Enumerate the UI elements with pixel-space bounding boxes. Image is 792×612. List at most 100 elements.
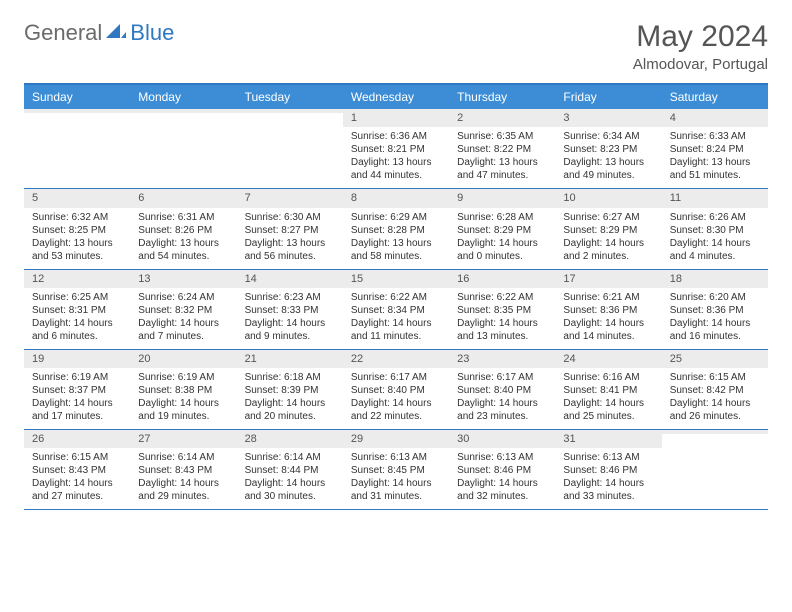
daylight-line-1: Daylight: 13 hours (351, 156, 441, 169)
day-details: Sunrise: 6:24 AMSunset: 8:32 PMDaylight:… (130, 288, 236, 349)
week-row: 19Sunrise: 6:19 AMSunset: 8:37 PMDayligh… (24, 350, 768, 430)
daylight-line-1: Daylight: 14 hours (457, 477, 547, 490)
day-number: 20 (130, 350, 236, 368)
sunset-line: Sunset: 8:29 PM (563, 224, 653, 237)
weeks-container: 1Sunrise: 6:36 AMSunset: 8:21 PMDaylight… (24, 109, 768, 510)
daylight-line-1: Daylight: 14 hours (32, 317, 122, 330)
daylight-line-1: Daylight: 13 hours (670, 156, 760, 169)
sunset-line: Sunset: 8:25 PM (32, 224, 122, 237)
daylight-line-1: Daylight: 14 hours (32, 477, 122, 490)
header: General Blue May 2024 Almodovar, Portuga… (24, 20, 768, 73)
daylight-line-2: and 14 minutes. (563, 330, 653, 343)
sunset-line: Sunset: 8:46 PM (457, 464, 547, 477)
day-header: Sunday (24, 85, 130, 109)
sunrise-line: Sunrise: 6:13 AM (351, 451, 441, 464)
day-number: 15 (343, 270, 449, 288)
sunset-line: Sunset: 8:40 PM (457, 384, 547, 397)
day-header: Monday (130, 85, 236, 109)
sunrise-line: Sunrise: 6:31 AM (138, 211, 228, 224)
day-cell: 1Sunrise: 6:36 AMSunset: 8:21 PMDaylight… (343, 109, 449, 188)
day-cell: 16Sunrise: 6:22 AMSunset: 8:35 PMDayligh… (449, 270, 555, 349)
daylight-line-1: Daylight: 14 hours (563, 397, 653, 410)
sunset-line: Sunset: 8:28 PM (351, 224, 441, 237)
sunrise-line: Sunrise: 6:15 AM (32, 451, 122, 464)
day-details: Sunrise: 6:36 AMSunset: 8:21 PMDaylight:… (343, 127, 449, 188)
day-cell: 21Sunrise: 6:18 AMSunset: 8:39 PMDayligh… (237, 350, 343, 429)
day-details: Sunrise: 6:13 AMSunset: 8:46 PMDaylight:… (449, 448, 555, 509)
sunset-line: Sunset: 8:36 PM (563, 304, 653, 317)
week-row: 26Sunrise: 6:15 AMSunset: 8:43 PMDayligh… (24, 430, 768, 510)
calendar-page: General Blue May 2024 Almodovar, Portuga… (0, 0, 792, 530)
day-details (24, 113, 130, 171)
daylight-line-2: and 32 minutes. (457, 490, 547, 503)
calendar: Sunday Monday Tuesday Wednesday Thursday… (24, 83, 768, 510)
day-number: 23 (449, 350, 555, 368)
day-cell: 24Sunrise: 6:16 AMSunset: 8:41 PMDayligh… (555, 350, 661, 429)
day-number: 31 (555, 430, 661, 448)
day-header: Wednesday (343, 85, 449, 109)
day-cell: 31Sunrise: 6:13 AMSunset: 8:46 PMDayligh… (555, 430, 661, 509)
sunrise-line: Sunrise: 6:13 AM (563, 451, 653, 464)
day-number: 12 (24, 270, 130, 288)
daylight-line-1: Daylight: 14 hours (351, 477, 441, 490)
day-header: Friday (555, 85, 661, 109)
sunrise-line: Sunrise: 6:25 AM (32, 291, 122, 304)
daylight-line-1: Daylight: 14 hours (670, 237, 760, 250)
daylight-line-1: Daylight: 14 hours (351, 317, 441, 330)
logo-text-general: General (24, 20, 102, 46)
day-number: 24 (555, 350, 661, 368)
day-header-row: Sunday Monday Tuesday Wednesday Thursday… (24, 85, 768, 109)
day-number: 11 (662, 189, 768, 207)
day-number: 6 (130, 189, 236, 207)
daylight-line-1: Daylight: 14 hours (138, 477, 228, 490)
day-number: 22 (343, 350, 449, 368)
daylight-line-1: Daylight: 14 hours (138, 317, 228, 330)
daylight-line-1: Daylight: 14 hours (670, 397, 760, 410)
daylight-line-2: and 17 minutes. (32, 410, 122, 423)
day-number: 18 (662, 270, 768, 288)
sunrise-line: Sunrise: 6:14 AM (245, 451, 335, 464)
daylight-line-2: and 0 minutes. (457, 250, 547, 263)
day-details: Sunrise: 6:14 AMSunset: 8:43 PMDaylight:… (130, 448, 236, 509)
daylight-line-1: Daylight: 14 hours (32, 397, 122, 410)
sunrise-line: Sunrise: 6:19 AM (32, 371, 122, 384)
day-number: 9 (449, 189, 555, 207)
daylight-line-2: and 51 minutes. (670, 169, 760, 182)
sunrise-line: Sunrise: 6:27 AM (563, 211, 653, 224)
day-details: Sunrise: 6:30 AMSunset: 8:27 PMDaylight:… (237, 208, 343, 269)
sunset-line: Sunset: 8:29 PM (457, 224, 547, 237)
day-cell (237, 109, 343, 188)
day-cell: 19Sunrise: 6:19 AMSunset: 8:37 PMDayligh… (24, 350, 130, 429)
day-cell: 20Sunrise: 6:19 AMSunset: 8:38 PMDayligh… (130, 350, 236, 429)
daylight-line-1: Daylight: 14 hours (457, 237, 547, 250)
daylight-line-1: Daylight: 14 hours (351, 397, 441, 410)
day-number: 30 (449, 430, 555, 448)
daylight-line-2: and 49 minutes. (563, 169, 653, 182)
sunrise-line: Sunrise: 6:24 AM (138, 291, 228, 304)
sunset-line: Sunset: 8:41 PM (563, 384, 653, 397)
sunset-line: Sunset: 8:32 PM (138, 304, 228, 317)
day-number: 21 (237, 350, 343, 368)
day-details: Sunrise: 6:20 AMSunset: 8:36 PMDaylight:… (662, 288, 768, 349)
day-details: Sunrise: 6:22 AMSunset: 8:35 PMDaylight:… (449, 288, 555, 349)
day-header: Saturday (662, 85, 768, 109)
day-cell: 9Sunrise: 6:28 AMSunset: 8:29 PMDaylight… (449, 189, 555, 268)
day-cell: 13Sunrise: 6:24 AMSunset: 8:32 PMDayligh… (130, 270, 236, 349)
daylight-line-2: and 33 minutes. (563, 490, 653, 503)
day-cell: 30Sunrise: 6:13 AMSunset: 8:46 PMDayligh… (449, 430, 555, 509)
day-cell: 25Sunrise: 6:15 AMSunset: 8:42 PMDayligh… (662, 350, 768, 429)
day-number: 4 (662, 109, 768, 127)
day-details: Sunrise: 6:23 AMSunset: 8:33 PMDaylight:… (237, 288, 343, 349)
day-details: Sunrise: 6:15 AMSunset: 8:43 PMDaylight:… (24, 448, 130, 509)
day-cell: 6Sunrise: 6:31 AMSunset: 8:26 PMDaylight… (130, 189, 236, 268)
sunset-line: Sunset: 8:40 PM (351, 384, 441, 397)
sunset-line: Sunset: 8:24 PM (670, 143, 760, 156)
day-details: Sunrise: 6:19 AMSunset: 8:38 PMDaylight:… (130, 368, 236, 429)
sunrise-line: Sunrise: 6:17 AM (351, 371, 441, 384)
daylight-line-2: and 22 minutes. (351, 410, 441, 423)
sunrise-line: Sunrise: 6:34 AM (563, 130, 653, 143)
day-details: Sunrise: 6:22 AMSunset: 8:34 PMDaylight:… (343, 288, 449, 349)
month-title: May 2024 (633, 20, 768, 54)
sunset-line: Sunset: 8:23 PM (563, 143, 653, 156)
sunrise-line: Sunrise: 6:20 AM (670, 291, 760, 304)
